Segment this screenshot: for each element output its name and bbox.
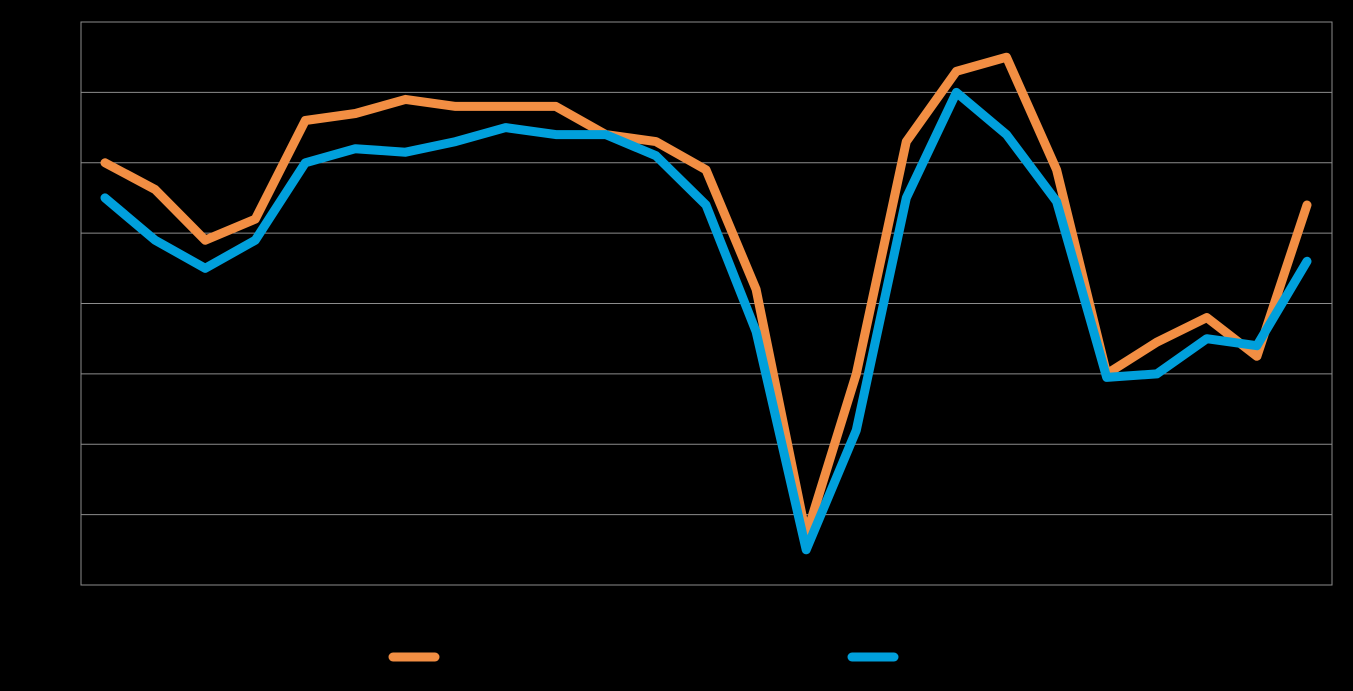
series-line-1 — [100, 52, 1312, 541]
series-line-2 — [100, 87, 1312, 555]
series-lines — [100, 52, 1312, 555]
gridlines — [81, 91, 1332, 516]
